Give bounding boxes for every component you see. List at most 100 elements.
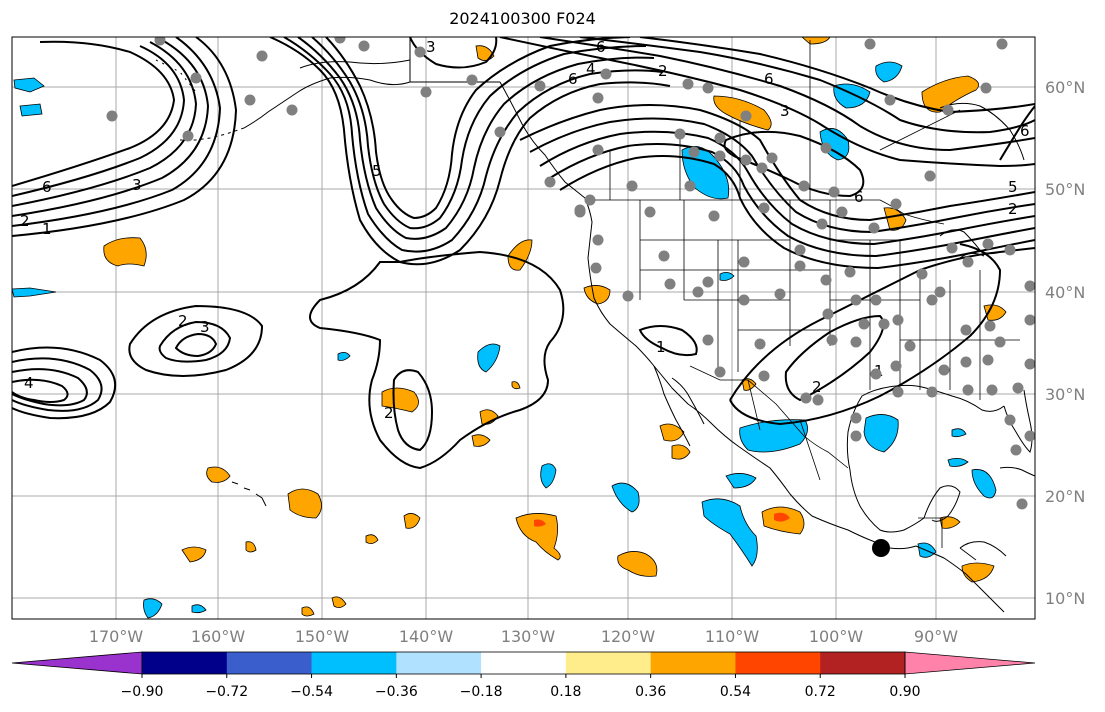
station-marker [960,356,972,368]
coastline [846,384,1005,471]
anomaly-positive [511,381,521,390]
colorbar-extend-high [904,651,1036,675]
station-markers [106,37,1035,510]
station-marker [822,308,834,320]
station-marker [714,132,726,144]
latitude-labels: 60°N 50°N 40°N 30°N 20°N 10°N [1045,78,1085,608]
country-border [959,547,977,561]
colorbar-tick-label: 0.54 [720,684,751,700]
longitude-label: 100°W [809,627,864,646]
station-marker [592,144,604,156]
colorbar-tick-label: −0.72 [205,684,248,700]
station-marker [986,384,998,396]
station-marker [1010,444,1022,456]
station-marker [850,412,862,424]
station-marker [420,86,432,98]
contour-line [519,104,1035,222]
anomaly-negative [947,458,969,467]
hawaii-islands [231,481,267,507]
anomaly-positive [921,75,980,113]
station-marker [982,238,994,250]
station-marker [774,288,786,300]
station-marker [884,94,896,106]
station-marker [926,294,938,306]
latitude-label: 40°N [1045,283,1085,302]
station-marker [836,206,848,218]
contour-line [579,37,1035,134]
contour-line [12,346,117,420]
anomaly-negative [971,469,997,499]
station-marker [1004,414,1016,426]
station-marker [622,290,634,302]
station-marker [658,250,670,262]
colorbar-tick-label: −0.36 [375,684,418,700]
station-marker [850,294,862,306]
station-marker [740,154,752,166]
colorbar-segment [481,652,567,674]
station-marker [850,336,862,348]
station-marker [182,130,194,142]
anomaly-positive [471,434,491,447]
contour-label: 6 [568,70,578,88]
contour-label: 1 [42,220,52,238]
contour-line [12,378,69,403]
station-marker [820,274,832,286]
latitude-label: 60°N [1045,78,1085,97]
contour-label: 4 [586,60,596,78]
contour-label: 2 [178,312,188,330]
contour-label: 6 [854,188,864,206]
station-marker [664,278,676,290]
coastline [999,466,1035,477]
map-frame [11,36,1036,620]
contour-label: 2 [384,404,394,422]
station-marker [980,82,992,94]
contour-line [639,37,1035,114]
station-marker [864,38,876,50]
station-marker [534,80,546,92]
contour-label: 2 [658,62,668,80]
longitude-label: 140°W [399,627,454,646]
longitude-label: 160°W [191,627,246,646]
station-marker [890,198,902,210]
station-marker [286,104,298,116]
anomaly-negative [13,77,45,93]
anomaly-positive [181,546,207,563]
colorbar-segment [142,652,228,674]
us-mexico-border [689,365,849,469]
anomaly-positive [103,237,147,267]
station-marker [684,180,696,192]
station-marker [962,256,974,268]
contour-line [12,368,88,407]
contour-label: 2 [812,378,822,396]
station-marker [740,110,752,122]
station-marker [244,94,256,106]
anomaly-negative [719,272,735,281]
latitude-label: 50°N [1045,180,1085,199]
colorbar [11,651,1036,675]
station-marker [544,176,556,188]
longitude-label: 90°W [914,627,958,646]
station-marker [738,256,750,268]
station-marker [256,50,268,62]
contour-line [128,304,264,377]
colorbar-extend-low [11,651,143,675]
anomaly-positive [671,444,691,460]
contour-line [12,39,210,217]
anomaly-negative [875,61,903,83]
station-marker [154,37,166,46]
station-marker [190,72,202,84]
contour-label: 5 [1008,178,1018,196]
station-marker [692,286,704,298]
coastline [849,469,925,533]
colorbar-segment [820,652,906,674]
station-marker [1024,430,1035,442]
longitude-label: 120°W [601,627,656,646]
station-marker [766,152,778,164]
anomaly-strong-positive [534,519,546,527]
colorbar-outline [141,651,906,675]
anomaly-negative [477,343,501,373]
station-marker [942,104,954,116]
station-marker [962,384,974,396]
colorbar-segment [311,652,397,674]
